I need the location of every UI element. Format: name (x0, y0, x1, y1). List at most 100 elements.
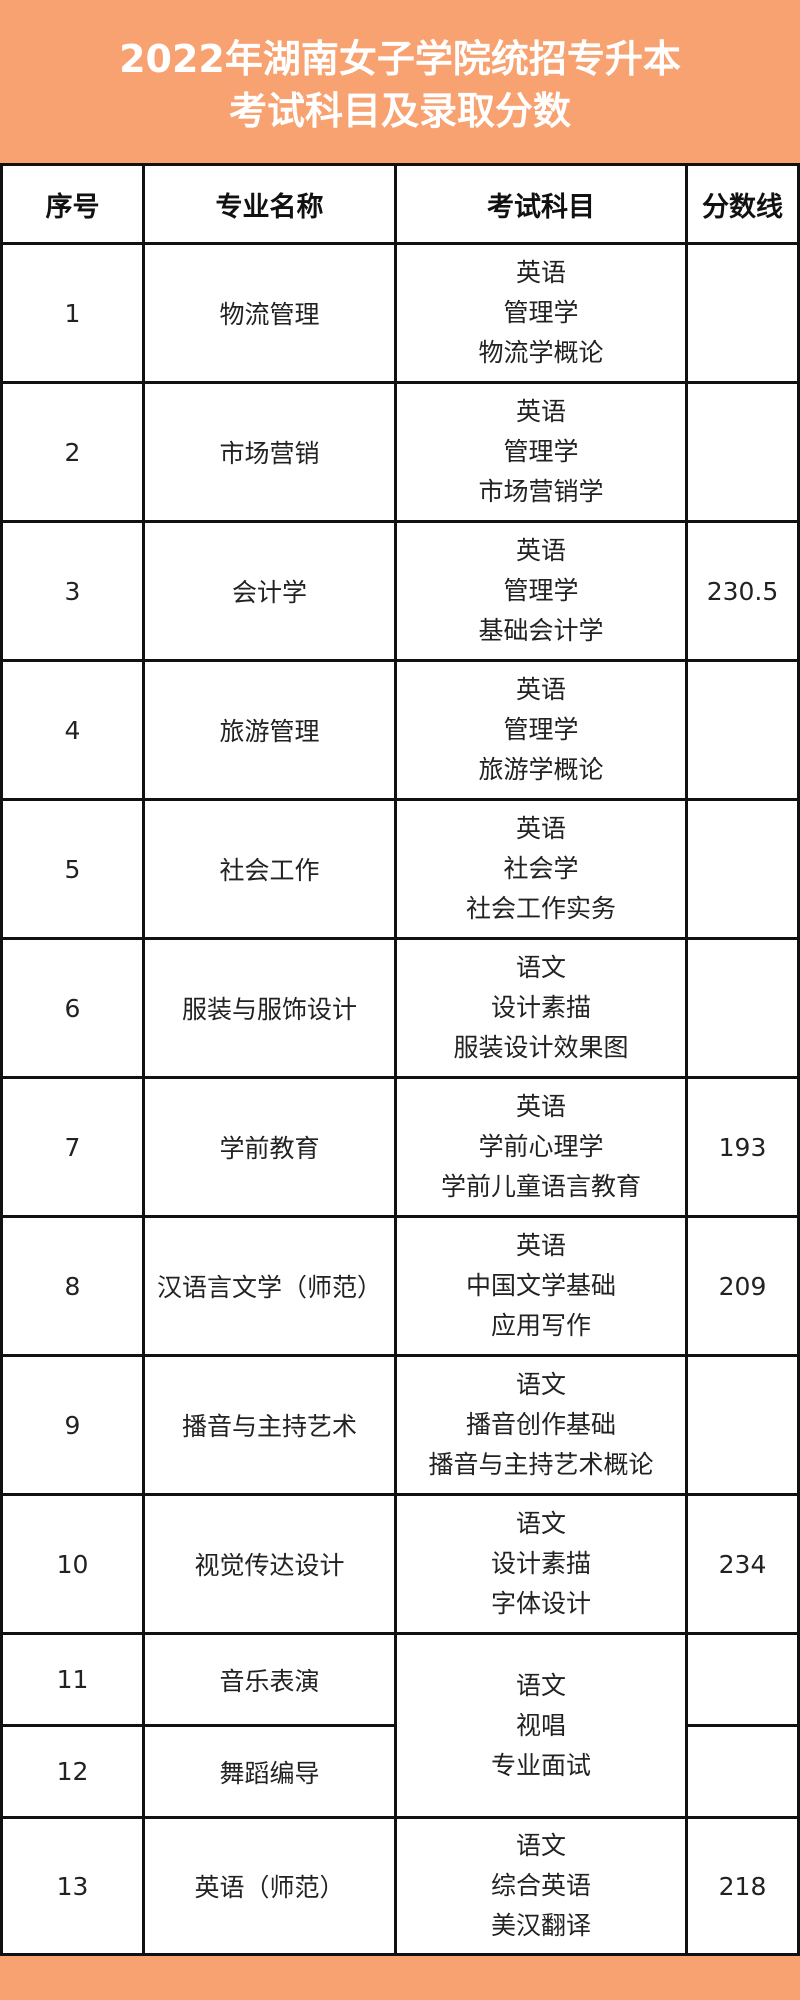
subject: 语文 (515, 953, 566, 982)
table-row: 13 英语（师范） 语文 综合英语 美汉翻译 218 (0, 1816, 800, 1956)
subject: 旅游学概论 (478, 755, 604, 784)
table-row: 7 学前教育 英语 学前心理学 学前儿童语言教育 193 (0, 1076, 800, 1218)
subject: 英语 (515, 1231, 566, 1260)
title-line-2: 考试科目及录取分数 (228, 88, 571, 133)
score-line: 218 (685, 1816, 800, 1956)
subject: 英语 (515, 1092, 566, 1121)
subject: 管理学 (503, 298, 579, 327)
exam-subjects: 英语学前心理学学前儿童语言教育 (394, 1076, 688, 1218)
major-name: 物流管理 (142, 242, 397, 384)
subject: 播音与主持艺术概论 (428, 1450, 654, 1479)
title-line-1: 2022年湖南女子学院统招专升本 (119, 36, 681, 81)
subject: 设计素描 (490, 993, 591, 1022)
subject: 基础会计学 (478, 616, 604, 645)
exam-subjects: 语文 设计素描 服装设计效果图 (394, 937, 688, 1079)
subject: 综合英语 (490, 1871, 591, 1900)
table-row: 1 物流管理 英语 管理学 物流学概论 (0, 242, 800, 384)
row-number: 10 (0, 1493, 145, 1635)
score-line (685, 381, 800, 523)
subject: 学前儿童语言教育 (440, 1172, 641, 1201)
subject: 社会学 (503, 854, 579, 883)
major-name: 音乐表演 (142, 1632, 397, 1727)
exam-subjects: 语文 视唱 专业面试 (394, 1632, 688, 1819)
subject: 中国文学基础 (465, 1271, 616, 1300)
score-line (685, 937, 800, 1079)
exam-subjects: 英语管理学旅游学概论 (394, 659, 688, 801)
table-row: 9 播音与主持艺术 语文 播音创作基础 播音与主持艺术概论 (0, 1354, 800, 1496)
subject: 视唱 (515, 1710, 566, 1740)
score-line: 234 (685, 1493, 800, 1635)
table-row: 5 社会工作 英语 社会学 社会工作实务 (0, 798, 800, 940)
score-line (685, 798, 800, 940)
row-number: 4 (0, 659, 145, 801)
score-line (685, 1632, 800, 1727)
score-line (685, 659, 800, 801)
row-number: 3 (0, 520, 145, 662)
subject: 字体设计 (490, 1589, 591, 1618)
subject: 语文 (515, 1370, 566, 1399)
score-line: 230.5 (685, 520, 800, 662)
row-number: 11 (0, 1632, 145, 1727)
major-name: 播音与主持艺术 (142, 1354, 397, 1496)
subject: 管理学 (503, 576, 579, 605)
exam-subjects: 英语管理学基础会计学 (394, 520, 688, 662)
row-number: 1 (0, 242, 145, 384)
subject: 播音创作基础 (465, 1410, 616, 1439)
subject: 管理学 (503, 715, 579, 744)
score-line (685, 1724, 800, 1819)
admission-table: 序号 专业名称 考试科目 分数线 1 物流管理 英语 管理学 物流学概论 2 市场营销 英语管… (0, 163, 800, 1956)
score-line: 193 (685, 1076, 800, 1218)
exam-subjects: 英语中国文学基础 应用写作 (394, 1215, 688, 1357)
subject: 专业面试 (490, 1750, 591, 1780)
table-row: 12 舞蹈编导 (0, 1724, 800, 1819)
row-number: 6 (0, 937, 145, 1079)
score-line (685, 1354, 800, 1496)
table-row: 4 旅游管理 英语 管理学 旅游学概论 (0, 659, 800, 801)
score-line (685, 242, 800, 384)
major-name: 汉语言文学（师范） (142, 1215, 397, 1357)
subject: 英语 (515, 675, 566, 704)
table-row: 6 服装与服饰设计 语文 设计素描 服装设计效果图 (0, 937, 800, 1079)
exam-subjects: 英语 社会学 社会工作实务 (394, 798, 688, 940)
subject: 美汉翻译 (490, 1911, 591, 1940)
subject: 物流学概论 (478, 338, 604, 367)
subject: 语文 (515, 1831, 566, 1860)
header-no: 序号 (0, 163, 145, 245)
exam-subjects: 语文设计素描字体设计 (394, 1493, 688, 1635)
subject: 应用写作 (490, 1311, 591, 1340)
major-name: 市场营销 (142, 381, 397, 523)
score-line: 209 (685, 1215, 800, 1357)
major-name: 会计学 (142, 520, 397, 662)
exam-subjects: 语文播音创作基础播音与主持艺术概论 (394, 1354, 688, 1496)
subject: 管理学 (503, 437, 579, 466)
row-number: 9 (0, 1354, 145, 1496)
row-number: 8 (0, 1215, 145, 1357)
row-number: 5 (0, 798, 145, 940)
major-name: 社会工作 (142, 798, 397, 940)
major-name: 服装与服饰设计 (142, 937, 397, 1079)
major-name: 旅游管理 (142, 659, 397, 801)
subject: 英语 (515, 258, 566, 287)
header-score: 分数线 (685, 163, 800, 245)
table-row: 11 音乐表演 语文 视唱 专业面试 (0, 1632, 800, 1819)
exam-subjects: 语文综合英语美汉翻译 (394, 1816, 688, 1956)
table-row: 8 汉语言文学（师范） 英语 中国文学基础 应用写作 209 (0, 1215, 800, 1357)
subject: 学前心理学 (478, 1132, 604, 1161)
row-number: 13 (0, 1816, 145, 1956)
major-name: 英语（师范） (142, 1816, 397, 1956)
subject: 英语 (515, 536, 566, 565)
subject: 语文 (515, 1509, 566, 1538)
subject: 语文 (515, 1670, 566, 1700)
header-subjects: 考试科目 (394, 163, 688, 245)
table-header-row: 序号 专业名称 考试科目 分数线 (0, 163, 800, 245)
major-name: 视觉传达设计 (142, 1493, 397, 1635)
subject: 设计素描 (490, 1549, 591, 1578)
row-number: 2 (0, 381, 145, 523)
subject: 英语 (515, 814, 566, 843)
header-major: 专业名称 (142, 163, 397, 245)
subject: 市场营销学 (478, 477, 604, 506)
subject: 英语 (515, 397, 566, 426)
major-name: 舞蹈编导 (142, 1724, 397, 1819)
exam-subjects: 英语管理学物流学概论 (394, 242, 688, 384)
table-row: 2 市场营销 英语管理学市场营销学 (0, 381, 800, 523)
